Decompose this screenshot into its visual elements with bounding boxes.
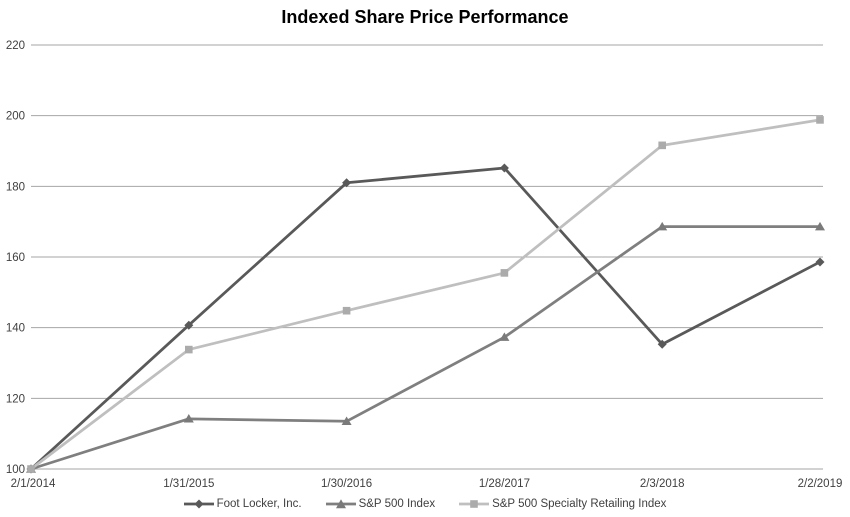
- series-line: [30, 166, 821, 471]
- diamond-marker-icon: [657, 339, 667, 349]
- y-tick-label: 180: [6, 181, 25, 193]
- x-tick-label: 2/1/2014: [11, 478, 56, 490]
- legend-item-s-p-500-specialty-retailing-index: S&P 500 Specialty Retailing Index: [459, 498, 666, 510]
- square-marker-icon: [500, 269, 509, 277]
- series-s-p-500-specialty-retailing-index: [27, 116, 824, 473]
- y-tick-label: 200: [6, 111, 25, 123]
- x-tick-label: 1/30/2016: [321, 478, 372, 490]
- chart-title: Indexed Share Price Performance: [281, 7, 569, 27]
- x-tick-label: 1/31/2015: [163, 478, 214, 490]
- gridlines: [31, 44, 823, 470]
- diamond-marker-icon: [499, 163, 509, 173]
- chart-legend: Foot Locker, Inc. S&P 500 Index S&P 500 …: [0, 495, 850, 513]
- triangle-marker-icon: [657, 221, 668, 231]
- triangle-marker-icon: [183, 414, 194, 423]
- x-tick-label: 1/28/2017: [479, 478, 530, 490]
- legend-label: S&P 500 Specialty Retailing Index: [492, 498, 667, 510]
- series-line: [30, 225, 820, 471]
- y-tick-label: 140: [6, 323, 25, 335]
- triangle-marker-icon: [499, 332, 510, 341]
- y-tick-label: 100: [6, 464, 25, 476]
- square-marker-icon: [27, 465, 35, 473]
- series-foot-locker-inc: [26, 163, 825, 474]
- series-s-p-500-index: [26, 221, 825, 473]
- y-tick-label: 120: [6, 393, 25, 405]
- diamond-marker-icon: [184, 320, 194, 330]
- y-tick-label: 160: [6, 252, 25, 264]
- square-marker-icon: [816, 116, 824, 124]
- y-axis-labels: 100 120 140 160 180 200 220: [6, 40, 25, 476]
- square-marker-icon: [459, 500, 490, 508]
- legend-label: Foot Locker, Inc.: [216, 498, 302, 510]
- legend-item-foot-locker-inc: Foot Locker, Inc.: [183, 498, 302, 510]
- series-line: [30, 118, 821, 471]
- legend-label: S&P 500 Index: [358, 498, 436, 510]
- square-marker-icon: [185, 345, 193, 354]
- square-marker-icon: [342, 306, 351, 315]
- y-tick-label: 220: [6, 40, 25, 52]
- legend-item-s-p-500-index: S&P 500 Index: [325, 498, 436, 510]
- triangle-marker-icon: [325, 499, 356, 509]
- diamond-marker-icon: [183, 499, 214, 509]
- diamond-marker-icon: [815, 257, 825, 267]
- x-tick-label: 2/3/2018: [640, 478, 685, 490]
- diamond-marker-icon: [342, 178, 352, 188]
- x-axis-labels: 2/1/2014 1/31/2015 1/30/2016 1/28/2017 2/3/2…: [11, 478, 843, 490]
- triangle-marker-icon: [815, 221, 825, 231]
- triangle-marker-icon: [341, 416, 352, 425]
- square-marker-icon: [658, 141, 666, 150]
- x-tick-label: 2/2/2019: [798, 478, 843, 490]
